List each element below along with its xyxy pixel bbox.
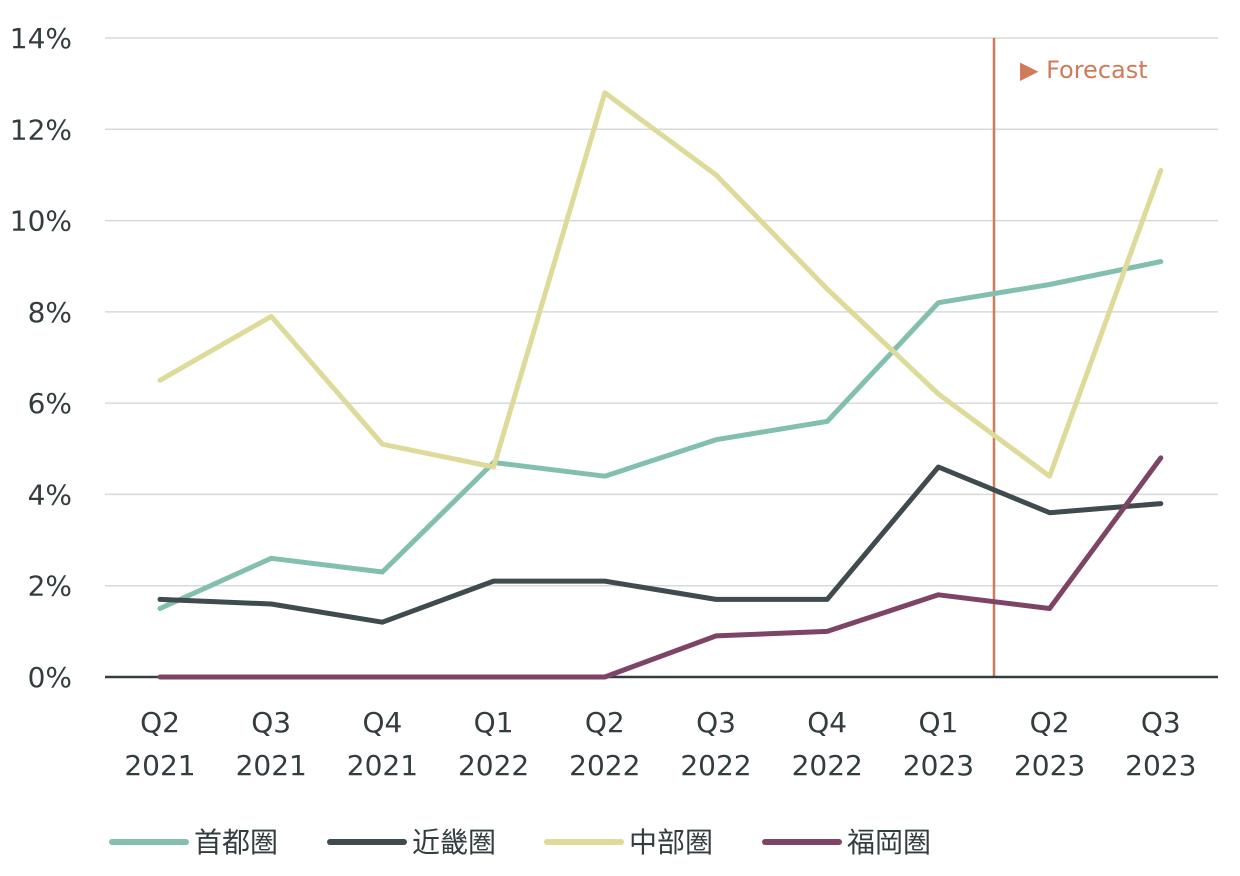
legend-label: 近畿圏 — [412, 826, 496, 859]
legend-label: 中部圏 — [629, 826, 713, 859]
legend: 首都圏 近畿圏 中部圏 福岡圏 — [109, 826, 931, 859]
x-tick-label: Q3 2022 — [680, 706, 751, 782]
x-tick-label: Q3 2023 — [1125, 706, 1196, 782]
x-tick-quarter: Q1 — [918, 706, 958, 739]
x-tick-quarter: Q3 — [251, 706, 291, 739]
x-tick-quarter: Q2 — [140, 706, 180, 739]
series-中部圏 — [157, 90, 1164, 479]
series-line — [157, 455, 1164, 680]
x-tick-year: 2022 — [458, 749, 529, 782]
y-tick-label: 14% — [10, 22, 72, 55]
x-tick-labels: Q2 2021 Q3 2021 Q4 2021 Q1 2022 Q2 2022 Q3 2022 Q4 20… — [124, 706, 1196, 782]
x-tick-label: Q2 2023 — [1014, 706, 1085, 782]
x-tick-label: Q4 2021 — [347, 706, 418, 782]
series-福岡圏 — [157, 455, 1164, 680]
legend-item: 福岡圏 — [762, 826, 931, 859]
x-tick-year: 2023 — [1125, 749, 1196, 782]
x-tick-year: 2023 — [903, 749, 974, 782]
forecast-marker: ▶ Forecast — [992, 38, 1148, 677]
y-axis: 0% 2% 4% 6% 8% 10% 12% 14% — [10, 22, 72, 694]
gridlines — [105, 37, 1218, 587]
x-tick-quarter: Q3 — [696, 706, 736, 739]
series-line — [157, 90, 1164, 479]
legend-item: 近畿圏 — [327, 826, 496, 859]
y-tick-label: 4% — [28, 478, 72, 511]
x-tick-label: Q1 2023 — [903, 706, 974, 782]
y-tick-label: 0% — [28, 661, 72, 694]
x-tick-quarter: Q2 — [1030, 706, 1070, 739]
y-tick-label: 12% — [10, 113, 72, 146]
series-首都圏 — [157, 259, 1164, 611]
y-tick-label: 8% — [28, 296, 72, 329]
x-tick-label: Q2 2021 — [124, 706, 195, 782]
forecast-label: ▶ Forecast — [1020, 56, 1148, 84]
series-近畿圏 — [157, 464, 1164, 625]
legend-label: 福岡圏 — [847, 826, 931, 859]
x-tick-quarter: Q4 — [807, 706, 847, 739]
y-tick-label: 2% — [28, 570, 72, 603]
x-tick-year: 2021 — [124, 749, 195, 782]
legend-label: 首都圏 — [194, 826, 278, 859]
y-tick-label: 10% — [10, 205, 72, 238]
x-tick-label: Q1 2022 — [458, 706, 529, 782]
x-tick-quarter: Q3 — [1141, 706, 1181, 739]
x-tick-year: 2022 — [792, 749, 863, 782]
x-tick-quarter: Q4 — [362, 706, 402, 739]
x-tick-quarter: Q2 — [585, 706, 625, 739]
x-tick-year: 2023 — [1014, 749, 1085, 782]
x-tick-quarter: Q1 — [474, 706, 514, 739]
x-tick-year: 2021 — [347, 749, 418, 782]
series-line — [157, 464, 1164, 625]
series-line — [157, 259, 1164, 611]
x-tick-label: Q3 2021 — [236, 706, 307, 782]
y-tick-label: 6% — [28, 387, 72, 420]
legend-item: 中部圏 — [544, 826, 713, 859]
series-lines — [157, 90, 1164, 680]
x-tick-year: 2022 — [569, 749, 640, 782]
x-tick-label: Q4 2022 — [792, 706, 863, 782]
x-tick-label: Q2 2022 — [569, 706, 640, 782]
x-tick-year: 2021 — [236, 749, 307, 782]
legend-item: 首都圏 — [109, 826, 278, 859]
x-tick-year: 2022 — [680, 749, 751, 782]
